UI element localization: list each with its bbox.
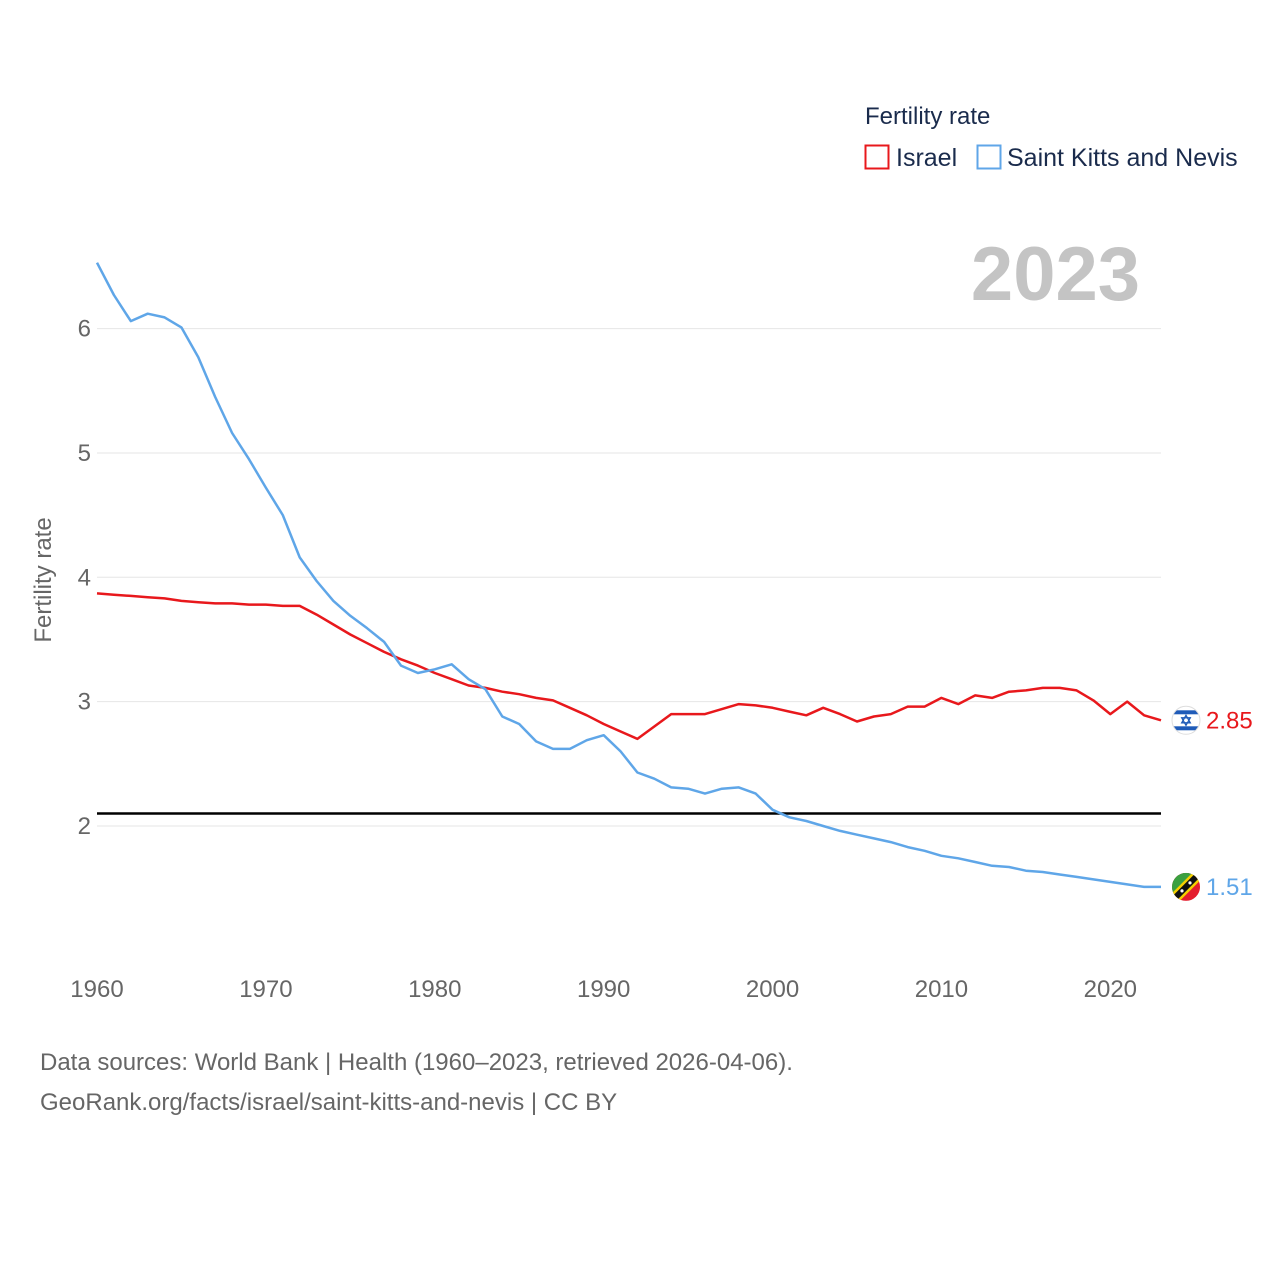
x-tick-label: 1960 [70,976,123,1003]
israel-flag-icon [1171,705,1201,735]
x-axis-ticks: 1960 1970 1980 1990 2000 2010 2020 [70,976,1137,1003]
legend: Fertility rate Israel Saint Kitts and Ne… [864,103,1238,172]
year-label: 2023 [971,232,1140,317]
y-tick-label: 3 [78,689,91,716]
legend-label-israel: Israel [896,144,957,172]
y-tick-label: 6 [78,316,91,343]
saint-kitts-and-nevis-flag-icon [1172,872,1200,901]
legend-item-israel[interactable]: Israel [864,144,958,172]
series-line-israel [96,592,1162,741]
saint-kitts-and-nevis-end-marker: 1.51 [1172,872,1253,901]
legend-label-saint-kitts-and-nevis: Saint Kitts and Nevis [1007,144,1238,172]
data-source-note: Data sources: World Bank | Health (1960–… [40,1043,793,1123]
israel-end-marker: 2.85 [1171,705,1253,735]
x-tick-label: 1980 [408,976,461,1003]
israel-end-value: 2.85 [1206,707,1253,734]
x-tick-label: 2000 [746,976,799,1003]
y-axis-ticks: 2 3 4 5 6 [78,316,91,840]
x-tick-label: 2020 [1084,976,1137,1003]
y-tick-label: 2 [78,813,91,840]
series-lines [95,262,1162,889]
gridlines [97,328,1161,827]
legend-title: Fertility rate [865,103,990,130]
y-tick-label: 4 [78,564,91,591]
source-link[interactable]: GeoRank.org/facts/israel/saint-kitts-and… [40,1089,618,1116]
y-axis-title: Fertility rate [30,517,57,642]
x-tick-label: 1990 [577,976,630,1003]
legend-swatch-israel [864,144,890,170]
y-tick-label: 5 [78,440,91,467]
x-tick-label: 2010 [915,976,968,1003]
saint-kitts-and-nevis-end-value: 1.51 [1206,874,1253,901]
legend-item-saint-kitts-and-nevis[interactable]: Saint Kitts and Nevis [976,144,1238,172]
legend-swatch-saint-kitts-and-nevis [976,144,1002,170]
series-line-saint-kitts-and-nevis [95,262,1161,889]
x-tick-label: 1970 [239,976,292,1003]
source-line: Data sources: World Bank | Health (1960–… [40,1049,793,1076]
